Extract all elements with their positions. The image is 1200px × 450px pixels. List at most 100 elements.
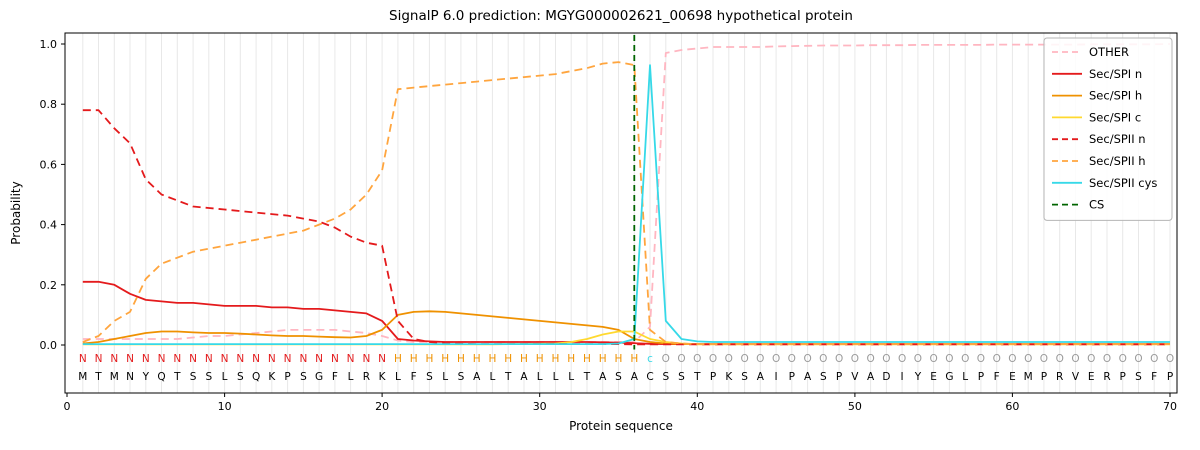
residue-letter: E	[930, 371, 937, 383]
region-letter: O	[693, 353, 701, 365]
residue-letter: F	[1151, 371, 1157, 383]
residue-letter: P	[1041, 371, 1047, 383]
x-tick-label: 30	[533, 400, 547, 413]
region-letter: H	[567, 353, 575, 365]
residue-letter: L	[348, 371, 354, 383]
residue-letter: K	[268, 371, 276, 383]
region-letter: N	[299, 353, 307, 365]
legend-label: CS	[1089, 198, 1104, 212]
residue-letter: L	[489, 371, 495, 383]
residue-letter: K	[379, 371, 387, 383]
region-letter: O	[756, 353, 764, 365]
residue-letter: A	[520, 371, 528, 383]
residue-letter: A	[473, 371, 481, 383]
region-letter: O	[882, 353, 890, 365]
region-letter: N	[158, 353, 166, 365]
residue-letter: S	[741, 371, 748, 383]
residue-letter: D	[882, 371, 890, 383]
region-letter: N	[268, 353, 276, 365]
region-letter: O	[725, 353, 733, 365]
region-letter: O	[898, 353, 906, 365]
region-letter: O	[977, 353, 985, 365]
residue-letter: L	[442, 371, 448, 383]
x-tick-label: 50	[848, 400, 862, 413]
region-letter: O	[788, 353, 796, 365]
y-tick-label: 0.6	[40, 158, 58, 171]
region-letter: H	[410, 353, 418, 365]
residue-letter: E	[1009, 371, 1016, 383]
legend-label: Sec/SPII h	[1089, 154, 1146, 168]
residue-letter: L	[222, 371, 228, 383]
residue-letter: P	[710, 371, 716, 383]
legend-label: Sec/SPI c	[1089, 110, 1141, 124]
region-letter: H	[473, 353, 481, 365]
residue-letter: R	[1103, 371, 1110, 383]
region-letter: O	[1071, 353, 1079, 365]
region-letter: H	[552, 353, 560, 365]
residue-letter: V	[1072, 371, 1080, 383]
residue-letter: Q	[157, 371, 165, 383]
legend-box	[1043, 37, 1173, 221]
residue-letter: M	[1024, 371, 1033, 383]
region-letter: H	[630, 353, 638, 365]
residue-letter: S	[190, 371, 197, 383]
legend-label: Sec/SPI h	[1089, 89, 1142, 103]
region-letter: N	[95, 353, 103, 365]
region-letter: H	[583, 353, 591, 365]
region-letter: O	[835, 353, 843, 365]
residue-letter: N	[126, 371, 134, 383]
residue-letter: S	[662, 371, 669, 383]
region-letter: O	[1150, 353, 1158, 365]
region-letter: N	[205, 353, 213, 365]
residue-letter: L	[395, 371, 401, 383]
residue-letter: Y	[914, 371, 922, 383]
residue-letter: A	[867, 371, 875, 383]
residue-letter: P	[978, 371, 984, 383]
series-sec-spii-cys	[82, 64, 1170, 346]
region-letter: H	[520, 353, 528, 365]
region-letter: N	[221, 353, 229, 365]
residue-letter: Y	[142, 371, 150, 383]
x-axis-label: Protein sequence	[569, 419, 673, 433]
region-letter: N	[347, 353, 355, 365]
residue-letter: S	[1135, 371, 1142, 383]
residue-letter: S	[678, 371, 685, 383]
region-letter: H	[599, 353, 607, 365]
residue-letter: A	[757, 371, 765, 383]
residue-letter: S	[820, 371, 827, 383]
residue-letter: L	[553, 371, 559, 383]
residue-letter: C	[646, 371, 653, 383]
residue-letter: L	[962, 371, 968, 383]
region-letter: O	[1056, 353, 1064, 365]
residue-letter: S	[237, 371, 244, 383]
region-letter: N	[315, 353, 323, 365]
x-tick-label: 0	[64, 400, 71, 413]
y-tick-label: 1.0	[40, 38, 58, 51]
residue-letter: T	[693, 371, 701, 383]
residue-letter: I	[901, 371, 904, 383]
residue-letter: R	[1056, 371, 1063, 383]
region-letter: O	[1024, 353, 1032, 365]
plot-area	[65, 33, 1177, 393]
region-letter: H	[457, 353, 465, 365]
residue-letter: G	[315, 371, 323, 383]
residue-letter: F	[411, 371, 417, 383]
residue-letter: T	[583, 371, 591, 383]
region-letter: O	[709, 353, 717, 365]
residue-letter: G	[945, 371, 953, 383]
region-letter: N	[252, 353, 260, 365]
residue-letter: L	[568, 371, 574, 383]
region-letter: O	[914, 353, 922, 365]
series-other	[82, 43, 1171, 343]
x-tick-label: 10	[218, 400, 232, 413]
x-tick-label: 60	[1005, 400, 1019, 413]
residue-letter: M	[110, 371, 119, 383]
region-letter: O	[1134, 353, 1142, 365]
region-letter: O	[740, 353, 748, 365]
region-letter: H	[488, 353, 496, 365]
x-tick-label: 20	[375, 400, 389, 413]
chart-title: SignalP 6.0 prediction: MGYG000002621_00…	[389, 8, 853, 24]
legend-label: OTHER	[1089, 45, 1129, 59]
region-letter: N	[110, 353, 118, 365]
